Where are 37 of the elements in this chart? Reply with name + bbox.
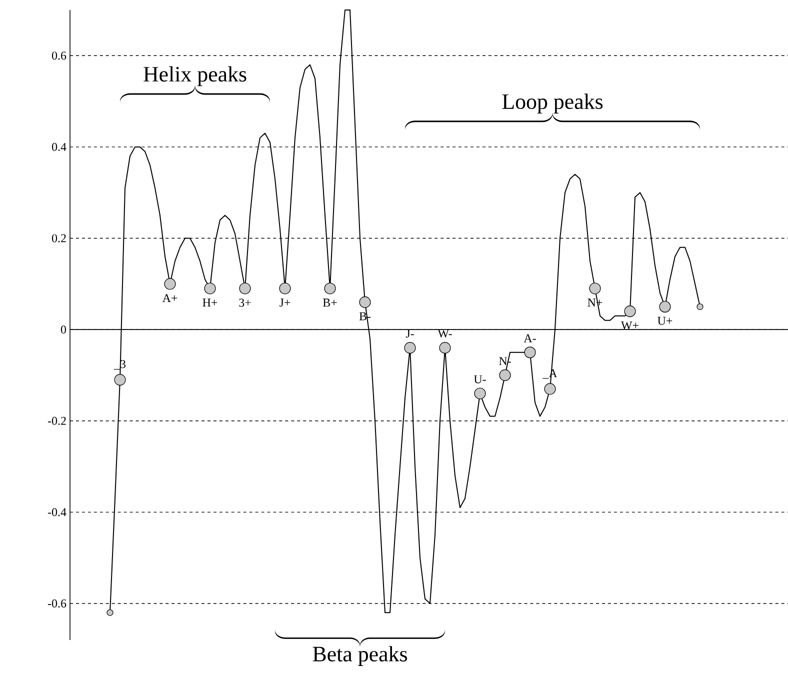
text: Beta peaks: [312, 646, 407, 666]
series-label: A+: [162, 294, 178, 302]
y-tick-label: -0.6: [48, 599, 66, 608]
series-label: 3+: [239, 298, 251, 307]
point: [106, 609, 114, 616]
y-tick-label: 0: [60, 326, 66, 334]
point: [404, 342, 416, 354]
series-label: A-: [524, 334, 536, 342]
point: [524, 346, 536, 358]
point: [204, 282, 216, 294]
y-tick-label: 0.4: [52, 142, 66, 152]
series-label: U+: [658, 316, 672, 325]
point: [324, 282, 336, 294]
point: [499, 369, 511, 381]
point: [624, 306, 636, 318]
point: [589, 282, 601, 294]
series-label: J+: [280, 298, 290, 307]
series-label: W+: [621, 321, 638, 330]
point: [659, 300, 671, 313]
series-label: H+: [202, 298, 218, 306]
series-label: U-: [474, 375, 486, 384]
point: [164, 278, 176, 290]
point: [279, 282, 291, 294]
point: [696, 303, 704, 310]
series-label: B+: [322, 298, 337, 307]
point: [544, 383, 556, 395]
annotation: Helix peaks: [144, 66, 246, 86]
y-tick-label: -0.2: [48, 416, 66, 425]
point: [359, 296, 371, 308]
point: [474, 388, 486, 400]
point: [114, 374, 126, 386]
y-tick-label: 0.2: [52, 234, 66, 242]
y-tick-label: 0.6: [52, 52, 66, 60]
y-tick-label: -0.4: [48, 508, 66, 516]
annotation: Loop peaks: [502, 94, 603, 114]
point: [239, 282, 251, 294]
point: [439, 342, 451, 354]
